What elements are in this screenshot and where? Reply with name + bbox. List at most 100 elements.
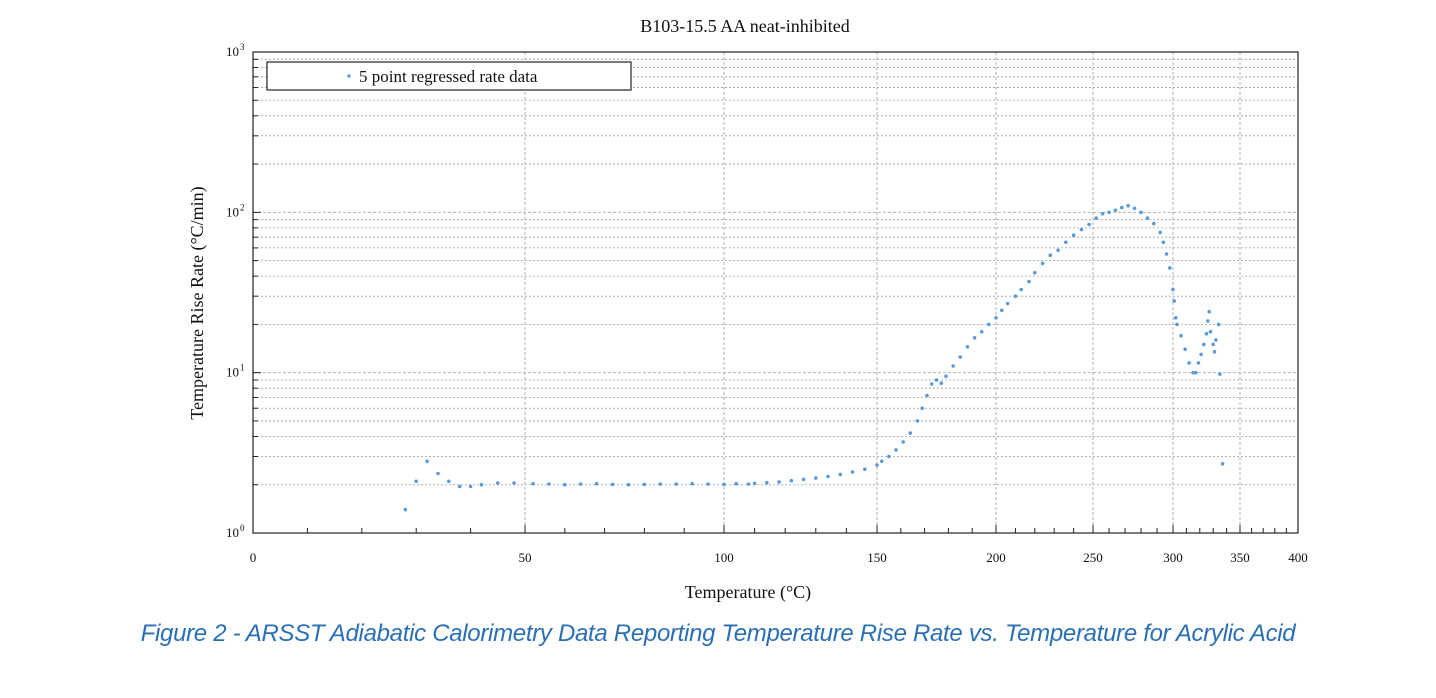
data-point [901,440,905,444]
data-point [1187,361,1191,365]
data-point [894,448,898,452]
data-point [746,482,751,486]
y-tick-exponent: 3 [240,42,245,52]
data-point [944,374,948,379]
data-point [1218,372,1222,376]
data-point [1040,261,1045,266]
data-point [1171,287,1175,292]
data-point [1179,333,1183,338]
data-point [1064,240,1068,245]
data-point [1204,331,1209,336]
data-point [987,322,991,327]
data-point [674,482,678,486]
data-point [563,482,567,487]
data-point [447,479,451,484]
data-point [1079,227,1084,232]
data-point [875,463,879,467]
y-axis-label: Temperature Rise Rate (°C/min) [187,186,208,419]
data-point [814,476,818,480]
data-point [1208,329,1213,334]
data-point [838,472,843,477]
data-point [1005,301,1010,306]
data-point [1207,309,1211,314]
data-point [1175,322,1179,327]
data-point [826,474,830,479]
data-point [1019,287,1023,292]
x-tick-label: 0 [250,550,257,565]
legend-label: 5 point regressed rate data [359,67,538,86]
data-point [929,382,934,386]
data-point [468,484,473,489]
data-point [850,470,855,474]
x-tick-label: 300 [1163,550,1183,565]
data-point [863,467,867,472]
data-point [994,316,998,320]
data-point [594,481,599,486]
data-point [479,482,484,487]
y-tick-exponent: 1 [240,363,245,373]
data-point [1172,299,1177,303]
data-point [880,459,884,464]
data-point [1087,222,1091,227]
legend-box [266,61,632,91]
data-point [403,507,408,512]
data-point [1027,279,1031,284]
data-point [1033,270,1037,275]
data-point [1212,350,1217,354]
data-point [547,482,551,486]
data-point [734,481,738,486]
data-point [1094,216,1098,220]
data-point [1164,252,1169,256]
data-point [436,471,440,476]
data-point [915,419,920,423]
data-point [958,355,963,359]
data-point [690,481,694,486]
data-point [965,345,970,349]
y-tick-label: 10 [226,204,239,219]
x-tick-labels: 0 50 100 150 200 250 300 350 400 [250,550,1308,565]
data-point [1168,266,1172,270]
data-point [1196,361,1201,365]
data-point [1161,240,1166,245]
data-point [1071,233,1076,237]
data-point [1214,338,1218,342]
x-tick-label: 100 [714,550,734,565]
data-point [1113,208,1118,213]
data-point [1000,308,1004,313]
data-point [934,378,939,382]
chart-title: B103-15.5 AA neat-inhibited [640,16,849,36]
data-point [1220,462,1225,466]
data-point [531,481,535,486]
x-tick-label: 350 [1230,550,1250,565]
data-point [1194,370,1198,375]
data-point [801,477,806,482]
axis-ticks [252,58,1299,534]
figure-caption: Figure 2 - ARSST Adiabatic Calorimetry D… [140,620,1296,647]
data-point [1152,221,1156,226]
x-tick-label: 50 [519,550,532,565]
data-point [1173,316,1178,320]
data-point [979,329,984,334]
data-point [939,381,944,386]
y-tick-exponent: 0 [240,523,245,533]
data-point [752,481,757,486]
data-point [1145,216,1150,220]
data-series [403,203,1225,512]
data-point [512,481,516,485]
data-point [887,454,891,459]
data-point [1126,203,1130,208]
y-tick-label: 10 [226,525,239,540]
data-point [626,482,631,487]
data-point [1048,253,1053,257]
x-tick-label: 150 [867,550,887,565]
data-point [457,484,462,489]
data-point [1211,342,1215,347]
data-point [1183,347,1187,352]
data-point [951,364,955,368]
data-point [765,480,769,485]
data-point [1216,322,1221,327]
data-point [610,482,615,487]
data-point [920,406,924,411]
